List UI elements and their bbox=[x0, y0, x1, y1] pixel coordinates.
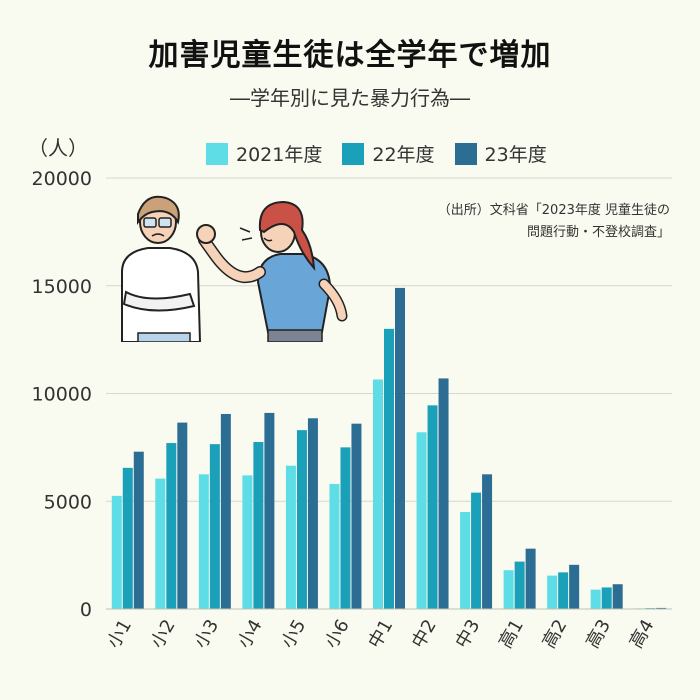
bar bbox=[155, 478, 166, 609]
x-tick-label: 高4 bbox=[626, 616, 659, 652]
y-tick-label: 15000 bbox=[32, 276, 92, 298]
bar bbox=[656, 607, 667, 609]
y-tick-label: 10000 bbox=[32, 384, 92, 406]
bullying-illustration bbox=[121, 195, 348, 342]
bar bbox=[307, 418, 318, 609]
bar bbox=[612, 584, 623, 609]
bar bbox=[384, 328, 394, 609]
x-tick-label: 小5 bbox=[277, 616, 310, 652]
y-axis-unit: （人） bbox=[28, 136, 88, 160]
bar bbox=[427, 405, 438, 609]
bar bbox=[220, 413, 231, 609]
bar bbox=[111, 495, 122, 609]
legend-swatch-2022 bbox=[342, 142, 365, 165]
y-tick-label: 0 bbox=[80, 599, 92, 621]
x-tick-label: 高2 bbox=[539, 616, 572, 652]
source-line-2: 問題行動・不登校調査」 bbox=[526, 225, 670, 240]
legend-item-2022: 22年度 bbox=[342, 140, 435, 167]
x-tick-label: 中3 bbox=[451, 616, 484, 652]
bar bbox=[177, 422, 188, 609]
x-tick-label: 小3 bbox=[190, 616, 223, 652]
chart-subtitle: ―学年別に見た暴力行為― bbox=[230, 86, 470, 110]
x-tick-label: 小1 bbox=[103, 616, 136, 652]
bar bbox=[242, 475, 253, 609]
chart-title: 加害児童生徒は全学年で増加 bbox=[148, 38, 552, 73]
bar bbox=[569, 564, 580, 609]
y-tick-label: 20000 bbox=[32, 168, 92, 190]
bar bbox=[514, 561, 525, 609]
x-tick-label: 高3 bbox=[582, 616, 615, 652]
bar bbox=[547, 575, 558, 609]
bar bbox=[198, 474, 209, 609]
bar bbox=[416, 432, 427, 609]
bar bbox=[395, 287, 405, 609]
legend-item-2021: 2021年度 bbox=[206, 140, 322, 167]
bar bbox=[351, 423, 362, 609]
bar bbox=[471, 492, 482, 609]
legend-swatch-2021 bbox=[206, 142, 228, 165]
bar bbox=[438, 378, 449, 609]
x-tick-label: 小6 bbox=[321, 616, 354, 652]
legend-swatch-2023 bbox=[454, 142, 477, 165]
bar bbox=[340, 447, 351, 609]
source-line-1: （出所）文科省「2023年度 児童生徒の bbox=[437, 203, 670, 218]
x-tick-label: 高1 bbox=[495, 616, 528, 652]
legend-item-2023: 23年度 bbox=[454, 140, 547, 167]
bar bbox=[209, 444, 220, 609]
legend-label-2023: 23年度 bbox=[484, 144, 547, 166]
x-tick-label: 小2 bbox=[147, 616, 180, 652]
legend-label-2021: 2021年度 bbox=[236, 144, 323, 166]
scared-boy-icon bbox=[121, 195, 202, 342]
legend: 2021年度 22年度 23年度 bbox=[206, 140, 567, 167]
bar bbox=[166, 443, 177, 609]
x-tick-label: 中1 bbox=[364, 616, 397, 652]
bar bbox=[329, 484, 340, 609]
bar bbox=[253, 441, 264, 609]
x-tick-label: 小4 bbox=[234, 616, 267, 652]
bar bbox=[373, 379, 383, 609]
x-tick-label: 中2 bbox=[408, 616, 441, 652]
source-note: （出所）文科省「2023年度 児童生徒の 問題行動・不登校調査」 bbox=[438, 200, 670, 244]
bar bbox=[296, 430, 307, 609]
bar bbox=[122, 467, 133, 609]
bar bbox=[264, 412, 275, 609]
legend-label-2022: 22年度 bbox=[372, 144, 435, 166]
bar bbox=[133, 451, 144, 609]
bar bbox=[558, 572, 569, 609]
angry-girl-icon bbox=[196, 200, 348, 342]
y-tick-label: 5000 bbox=[44, 491, 92, 513]
bar bbox=[503, 570, 514, 609]
bar bbox=[525, 548, 536, 609]
bar bbox=[482, 474, 493, 609]
bar bbox=[285, 465, 296, 609]
bar bbox=[601, 587, 612, 609]
bar bbox=[460, 512, 471, 609]
bar bbox=[590, 589, 601, 609]
